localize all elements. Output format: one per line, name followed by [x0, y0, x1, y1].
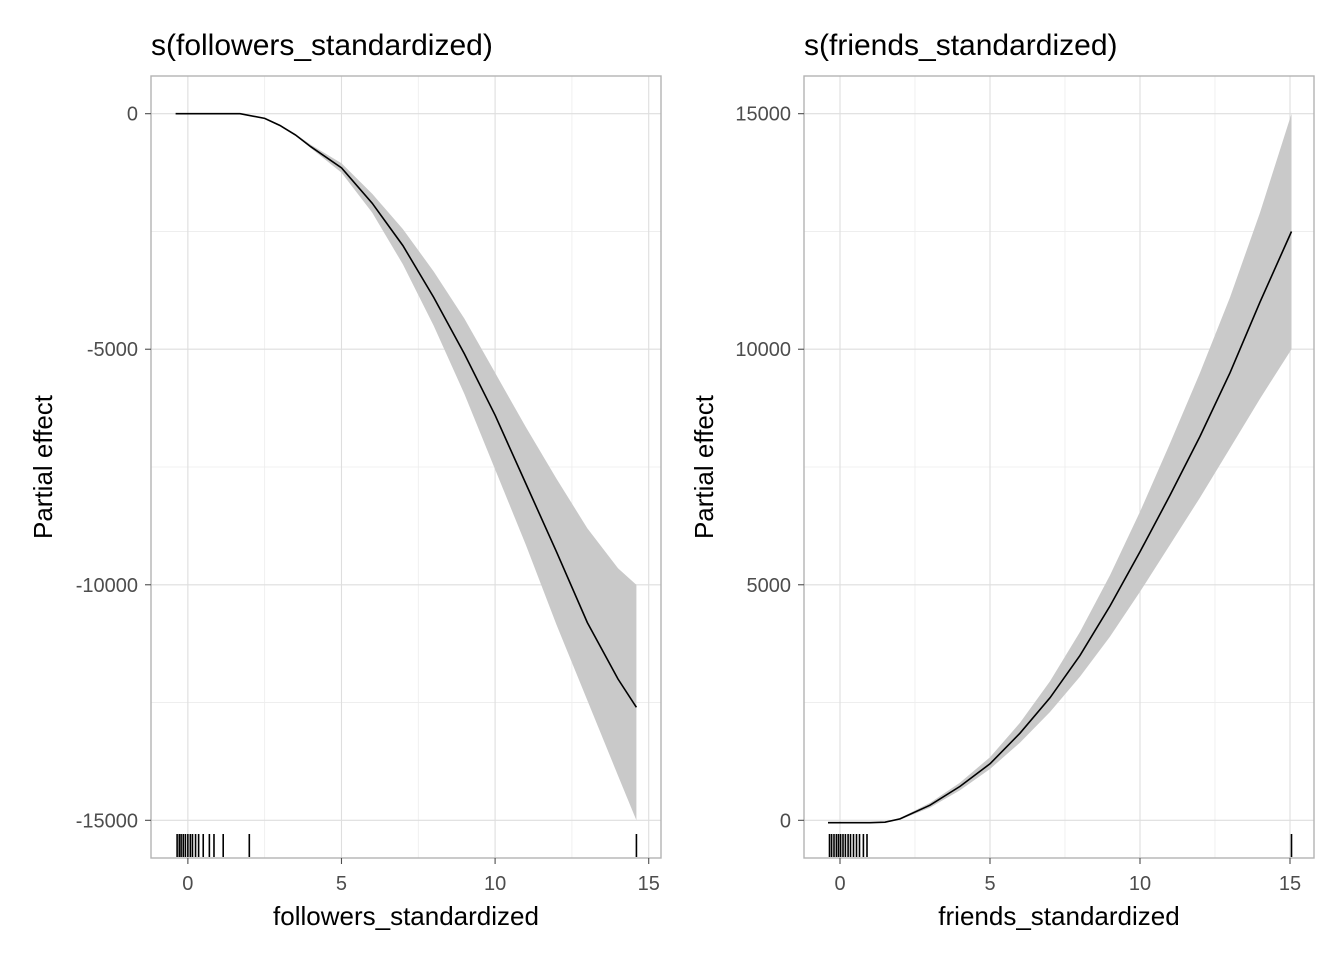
panel-title: s(followers_standardized) [151, 29, 493, 62]
y-tick-label: 5000 [747, 575, 792, 597]
y-tick-label: 0 [127, 104, 138, 126]
smooth-line [175, 112, 638, 708]
confidence-band [175, 113, 637, 821]
panel-border [803, 75, 1315, 859]
x-tick-label: 5 [984, 873, 995, 895]
y-axis-title: Partial effect [28, 394, 58, 539]
x-tick-label: 0 [834, 873, 845, 895]
smooth-line [828, 231, 1293, 824]
x-tick-label: 10 [484, 873, 506, 895]
x-tick-label: 10 [1129, 873, 1151, 895]
x-axis-title: friends_standardized [938, 901, 1179, 931]
confidence-band [828, 113, 1292, 823]
panel-border [150, 75, 662, 859]
y-tick-label: -5000 [87, 339, 138, 361]
panel-title: s(friends_standardized) [804, 29, 1118, 62]
panel-friends: 0 5 10 15 0 5000 10000 15000 s(friends_standardi… [689, 29, 1315, 931]
y-tick-label: 0 [780, 810, 791, 832]
y-axis-title: Partial effect [689, 394, 719, 539]
x-axis-title: followers_standardized [273, 901, 539, 931]
y-tick-label: 10000 [735, 339, 791, 361]
x-tick-label: 15 [638, 873, 660, 895]
x-tick-label: 15 [1279, 873, 1301, 895]
panel-followers: 0 5 10 15 0 -5000 -10000 -15000 s(followers_stan… [28, 29, 662, 931]
y-tick-label: -15000 [76, 810, 138, 832]
x-tick-label: 5 [336, 873, 347, 895]
x-tick-label: 0 [182, 873, 193, 895]
y-tick-label: -10000 [76, 575, 138, 597]
y-tick-label: 15000 [735, 104, 791, 126]
